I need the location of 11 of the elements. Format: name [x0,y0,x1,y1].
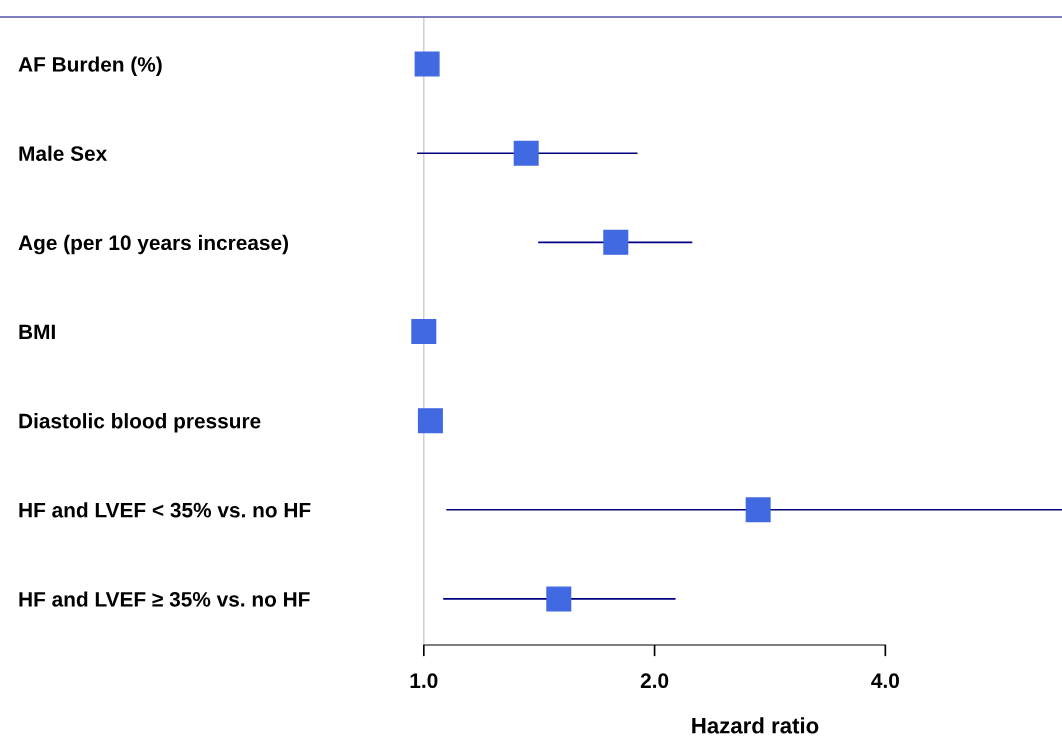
x-tick-label: 2.0 [640,673,669,689]
x-tick-label: 1.0 [410,673,438,689]
y-tick-label: Diastolic blood pressure [19,413,261,433]
x-tick-label: 4.0 [871,673,899,689]
x-axis-title: Hazard ratio [692,717,819,734]
y-tick-label: Male Sex [19,145,108,161]
y-tick-label: HF and LVEF ≥ 35% vs. no HF [19,591,310,607]
y-tick-label: Age (per 10 years increase) [18,234,289,255]
y-tick-label: BMI [19,324,55,340]
y-tick-label: HF and LVEF < 35% vs. no HF [19,502,311,518]
y-tick-label: AF Burden (%) [18,56,162,76]
